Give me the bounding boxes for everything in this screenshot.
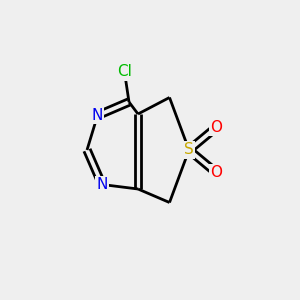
Text: N: N	[96, 177, 108, 192]
Text: O: O	[210, 165, 222, 180]
Text: S: S	[184, 142, 194, 158]
Text: N: N	[92, 108, 103, 123]
Text: Cl: Cl	[117, 64, 132, 80]
Text: O: O	[210, 120, 222, 135]
